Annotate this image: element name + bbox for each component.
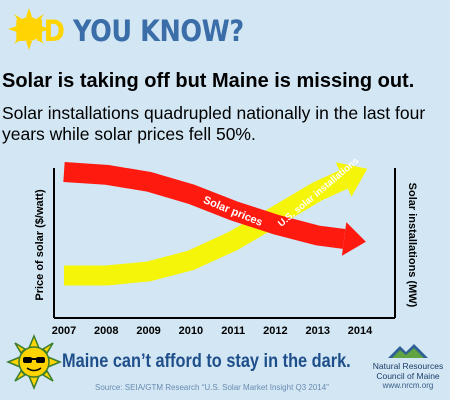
mountain-logo-icon — [388, 344, 428, 358]
banner-title: DID YOU KNOW? — [14, 14, 244, 48]
x-tick-label: 2010 — [179, 325, 203, 337]
org-name-line2: Council of Maine — [376, 371, 440, 381]
sun-icon — [8, 8, 50, 50]
org-name-line1: Natural Resources — [372, 361, 444, 371]
y-axis-label-right: Solar installations (MW) — [406, 182, 418, 308]
x-tick-label: 2011 — [221, 325, 245, 337]
sun-with-sunglasses-icon — [6, 334, 62, 390]
series-label-u-s-solar-installations: U.S. solar installations — [276, 156, 361, 230]
x-tick-label: 2008 — [94, 325, 118, 337]
headline: Solar is taking off but Maine is missing… — [2, 70, 415, 92]
series-line-solar-prices — [63, 162, 346, 249]
x-tick-label: 2014 — [348, 325, 373, 337]
x-tick-label: 2007 — [52, 325, 76, 337]
x-tick-label: 2013 — [305, 325, 329, 337]
tagline: Maine can’t afford to stay in the dark. — [62, 351, 351, 372]
source-citation: Source: SEIA/GTM Research “U.S. Solar Ma… — [95, 383, 329, 392]
series-arrowhead-u-s-solar-installations — [335, 162, 368, 197]
banner-word-you-know: YOU KNOW? — [73, 14, 244, 48]
banner: DID YOU KNOW? — [0, 0, 450, 58]
subhead: Solar installations quadrupled nationall… — [2, 103, 426, 144]
series-arrowhead-solar-prices — [341, 222, 366, 256]
y-axis-label-left: Price of solar ($/watt) — [34, 189, 46, 301]
org-logo-block: Natural Resources Council of Maine www.n… — [370, 340, 446, 391]
chart: 2007 2008 2009 2010 2011 2012 2013 2014 Solar p… — [52, 156, 396, 337]
banner-word-did: DID — [14, 14, 65, 48]
x-tick-label: 2012 — [263, 325, 287, 337]
series-line-u-s-solar-installations — [64, 170, 348, 286]
x-tick-label: 2009 — [136, 325, 160, 337]
org-website-link[interactable]: www.nrcm.org — [382, 381, 434, 390]
